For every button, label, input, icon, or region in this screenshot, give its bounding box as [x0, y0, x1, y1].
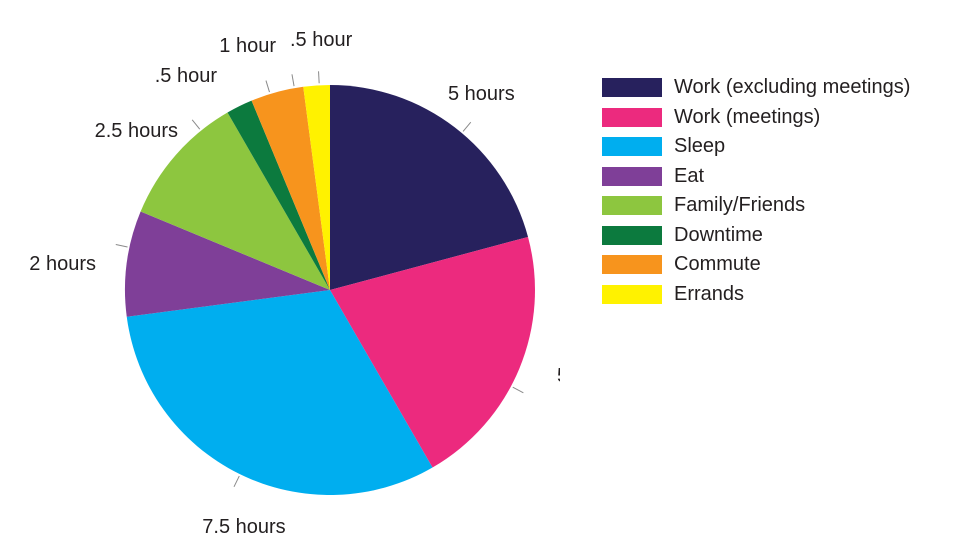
slice-label: 5 hours: [557, 365, 560, 387]
legend-item: Commute: [602, 250, 910, 280]
slice-label: 2.5 hours: [95, 120, 178, 142]
legend-label: Work (meetings): [674, 105, 821, 128]
slice-label: .5 hour: [290, 29, 353, 51]
pie-slice: [126, 290, 433, 496]
pie-slice: [125, 211, 330, 317]
slice-label: 5 hours: [448, 83, 515, 105]
legend-swatch: [602, 196, 662, 216]
leader-line: [233, 475, 240, 488]
legend-swatch: [602, 107, 662, 127]
legend-item: Work (excluding meetings): [602, 73, 910, 103]
legend-label: Family/Friends: [674, 194, 806, 217]
legend-label: Downtime: [674, 223, 763, 246]
slice-label: 7.5 hours: [202, 516, 285, 538]
leader-line: [462, 121, 472, 132]
pie-slice: [140, 112, 330, 291]
slice-label: .5 hour: [155, 65, 218, 87]
legend-item: Work (meetings): [602, 103, 910, 133]
pie-slice: [251, 86, 330, 290]
pie-slice: [330, 236, 535, 468]
legend-label: Errands: [674, 282, 745, 305]
pie-slice: [303, 85, 330, 290]
legend-label: Eat: [674, 164, 705, 187]
leader-line: [191, 119, 201, 130]
legend-label: Work (excluding meetings): [674, 76, 911, 99]
leader-line: [318, 71, 320, 84]
pie-slice: [330, 85, 529, 290]
leader-line: [512, 386, 524, 394]
legend-label: Sleep: [674, 135, 726, 158]
legend-item: Errands: [602, 280, 910, 310]
legend: Work (excluding meetings) Work (meetings)…: [602, 73, 910, 309]
leader-line: [265, 80, 270, 93]
leader-line: [291, 74, 295, 87]
legend-swatch: [602, 255, 662, 275]
legend-swatch: [602, 166, 662, 186]
legend-item: Sleep: [602, 132, 910, 162]
legend-swatch: [602, 78, 662, 98]
pie-chart: 5 hours 5 hours 7.5 hours 2 hours 2.5 hours.…: [29, 29, 560, 538]
slice-label: 1 hour: [219, 35, 276, 57]
legend-swatch: [602, 225, 662, 245]
pie-slice: [227, 100, 330, 290]
legend-swatch: [602, 284, 662, 304]
legend-item: Eat: [602, 162, 910, 192]
legend-label: Commute: [674, 253, 761, 276]
legend-item: Family/Friends: [602, 191, 910, 221]
legend-item: Downtime: [602, 221, 910, 251]
leader-line: [115, 243, 128, 248]
slice-label: 2 hours: [29, 253, 96, 275]
legend-swatch: [602, 137, 662, 157]
